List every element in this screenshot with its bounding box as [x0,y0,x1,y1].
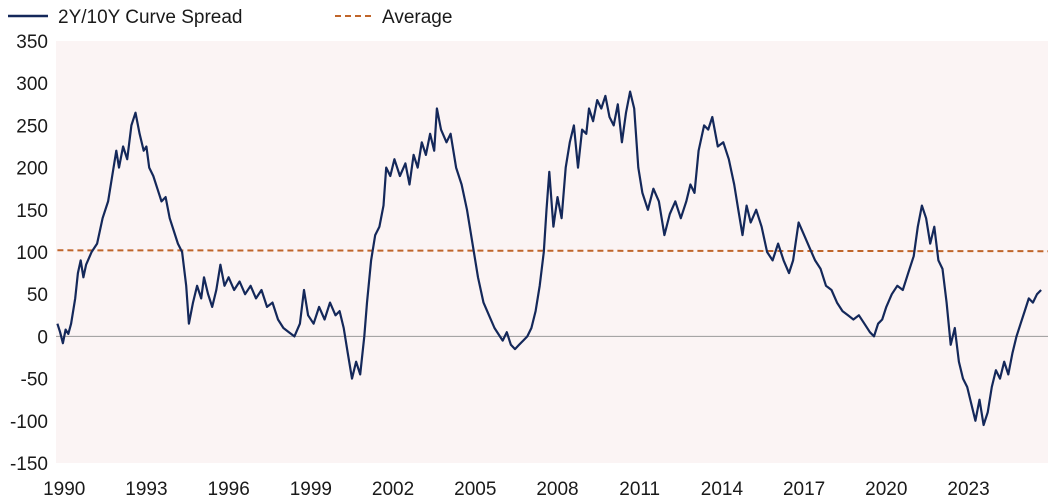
x-tick-label: 2017 [783,479,825,500]
spread-line [56,90,1042,427]
y-tick-label: -50 [21,370,48,391]
legend: 2Y/10Y Curve Spread Average [8,7,452,28]
y-tick-label: 50 [27,285,48,306]
y-tick-label: -150 [10,454,48,475]
x-axis-ticks: 1990 1993 1996 1999 2002 2005 2008 2011 2014 2017… [43,479,990,500]
x-tick-label: 2023 [947,479,989,500]
x-tick-label: 2020 [865,479,907,500]
y-tick-label: 300 [16,74,48,95]
y-tick-label: 250 [16,116,48,137]
x-tick-label: 2011 [619,479,660,500]
y-axis-ticks: 350 300 250 200 150 100 50 0 -50 -100 -150 [10,32,48,475]
x-tick-label: 2005 [454,479,496,500]
x-tick-label: 1999 [290,479,332,500]
y-tick-label: 200 [16,159,48,180]
average-line [57,249,1049,253]
y-tick-label: 350 [16,32,48,53]
x-tick-label: 2014 [701,479,744,500]
y-tick-label: 100 [16,243,48,264]
legend-average-label: Average [382,7,452,28]
x-tick-label: 1990 [43,479,85,500]
y-tick-label: 150 [16,201,48,222]
y-tick-label: 0 [37,327,48,348]
x-tick-label: 1993 [125,479,167,500]
x-tick-label: 2008 [536,479,578,500]
legend-spread-label: 2Y/10Y Curve Spread [58,7,243,28]
x-tick-label: 1996 [208,479,250,500]
y-tick-label: -100 [10,412,48,433]
x-tick-label: 2002 [372,479,414,500]
